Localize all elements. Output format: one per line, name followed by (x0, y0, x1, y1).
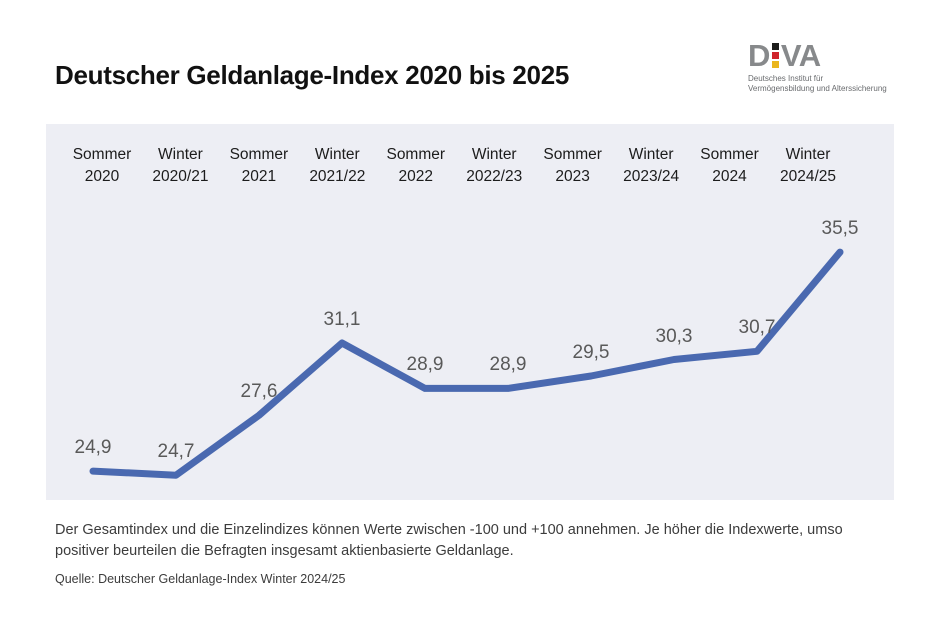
data-point-label: 35,5 (821, 218, 859, 240)
category-season: Winter (785, 146, 831, 163)
index-line (89, 248, 844, 479)
category-label: Sommer 2022 (386, 144, 445, 188)
logo-caption: Deutsches Institut für Vermögensbildung … (748, 74, 887, 93)
data-point-label: 29,5 (572, 342, 610, 364)
data-point-label: 30,3 (655, 325, 693, 347)
category-season: Sommer (386, 146, 446, 163)
data-point-label: 24,9 (74, 437, 112, 459)
category-season: Winter (471, 146, 517, 163)
category-season: Sommer (700, 146, 759, 163)
category-year: 2021 (241, 168, 277, 185)
data-point-label: 30,7 (738, 317, 776, 339)
source-line: Quelle: Deutscher Geldanlage-Index Winte… (55, 572, 346, 586)
category-season: Sommer (229, 146, 289, 163)
logo-letters-va: VA (780, 38, 821, 73)
category-label: Sommer 2021 (230, 144, 289, 188)
category-season: Sommer (72, 146, 132, 163)
category-season: Sommer (543, 146, 602, 163)
category-year: 2024 (712, 168, 747, 185)
category-season: Winter (314, 146, 360, 163)
category-label: Winter 2024/25 (780, 144, 836, 188)
category-year: 2020/21 (152, 168, 209, 185)
point-labels: 24,9 24,7 27,6 31,1 28,9 28,9 29,5 30,3 30,7 35,5 (46, 124, 894, 500)
category-year: 2022 (398, 168, 434, 185)
logo-caption-line2: Vermögensbildung und Alterssicherung (748, 83, 887, 93)
data-point-label: 28,9 (406, 354, 444, 376)
flag-square (771, 52, 779, 59)
footnote: Der Gesamtindex und die Einzelindizes kö… (55, 522, 843, 559)
category-year: 2021/22 (309, 168, 366, 185)
category-year: 2023/24 (623, 168, 680, 185)
category-label: Winter 2022/23 (466, 144, 522, 188)
category-year: 2024/25 (779, 168, 837, 185)
data-point-label: 27,6 (240, 381, 278, 403)
category-year: 2020 (84, 168, 120, 185)
category-season: Winter (158, 146, 203, 163)
category-label: Sommer 2023 (543, 144, 602, 188)
category-season: Winter (628, 146, 674, 163)
category-label: Sommer 2020 (73, 144, 132, 188)
chart-panel: Sommer 2020 Winter 2020/21 Sommer 2021 Winter 2… (46, 124, 894, 500)
category-row: Sommer 2020 Winter 2020/21 Sommer 2021 Winter 2… (46, 144, 894, 188)
data-point-label: 31,1 (323, 308, 361, 330)
diva-logo-wordmark: D VA (748, 40, 887, 71)
flag-square (771, 43, 779, 50)
category-year: 2023 (555, 168, 590, 185)
page-title: Deutscher Geldanlage-Index 2020 bis 2025 (55, 60, 570, 90)
logo-flag-squares (771, 43, 779, 68)
logo-letter-d: D (748, 38, 770, 73)
line-series-svg (89, 248, 844, 479)
flag-square (771, 61, 779, 68)
category-label: Winter 2020/21 (152, 144, 208, 188)
category-year: 2022/23 (466, 168, 523, 185)
category-label: Winter 2021/22 (309, 144, 365, 188)
data-point-label: 28,9 (489, 354, 527, 376)
category-label: Winter 2023/24 (623, 144, 679, 188)
category-label: Sommer 2024 (700, 144, 759, 188)
logo-caption-line1: Deutsches Institut für (748, 74, 824, 83)
diva-logo: D VA Deutsches Institut für Vermögensbil… (748, 40, 887, 93)
data-point-label: 24,7 (157, 441, 195, 463)
